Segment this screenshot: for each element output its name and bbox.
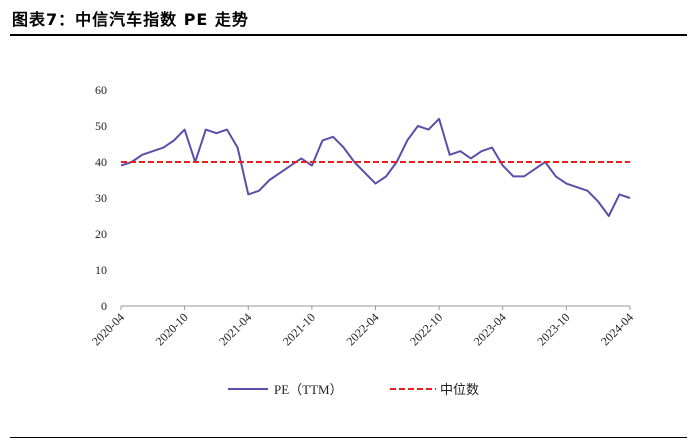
x-tick-label: 2020-04 [89, 310, 127, 348]
bottom-rule [10, 437, 687, 438]
x-tick-label: 2022-10 [407, 310, 445, 348]
y-tick-label: 10 [95, 263, 107, 277]
y-tick-label: 50 [95, 119, 107, 133]
x-tick-label: 2020-10 [153, 310, 191, 348]
x-tick-label: 2023-04 [471, 310, 509, 348]
top-rule [10, 34, 687, 36]
y-tick-label: 0 [101, 299, 107, 313]
x-tick-label: 2022-04 [343, 310, 381, 348]
x-tick-label: 2024-04 [598, 310, 636, 348]
y-tick-label: 30 [95, 191, 107, 205]
x-tick-label: 2021-04 [216, 310, 254, 348]
y-tick-label: 60 [95, 83, 107, 97]
x-tick-label: 2023-10 [534, 310, 572, 348]
legend-label: 中位数 [440, 382, 479, 397]
pe-series-line [120, 117, 631, 217]
y-tick-label: 20 [95, 227, 107, 241]
x-tick-label: 2021-10 [280, 310, 318, 348]
y-tick-label: 40 [95, 155, 107, 169]
figure-title: 图表7：中信汽车指数 PE 走势 [12, 10, 249, 29]
legend-label: PE（TTM） [274, 382, 343, 397]
